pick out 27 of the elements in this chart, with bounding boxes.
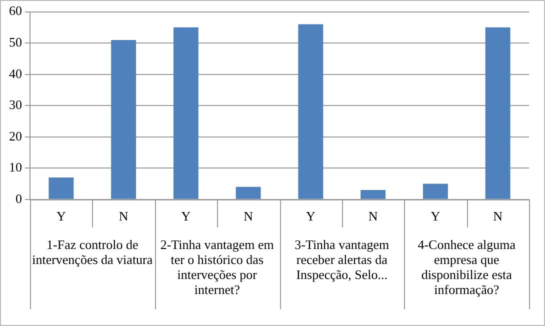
y-tick-label: 30 — [9, 97, 22, 112]
x-tick-label: Y — [306, 208, 316, 224]
bar — [422, 184, 448, 199]
y-tick-label: 20 — [9, 128, 22, 144]
y-tick-label: 10 — [9, 160, 22, 175]
bar — [485, 27, 510, 199]
bar — [298, 24, 324, 199]
bar — [48, 178, 74, 199]
y-tick-label: 60 — [9, 3, 22, 18]
bar — [173, 27, 198, 199]
bar — [236, 186, 261, 199]
text: 4-Conhece alguma empresa que disponibilize esta informação? — [416, 237, 517, 298]
x-tick-label: N — [244, 208, 254, 224]
text: 3-Tinha vantagem receber alertas da Inspecção, Selo... — [294, 237, 390, 282]
x-tick-label: Y — [430, 208, 441, 224]
y-tick-label: 40 — [9, 66, 22, 81]
y-tick-label: 50 — [9, 34, 22, 50]
x-tick-label: N — [118, 208, 129, 224]
bar — [111, 40, 136, 199]
x-tick-label: Y — [181, 208, 192, 224]
text: 1-Faz controlo de intervenções da viatura — [31, 237, 154, 268]
text: 2-Tinha vantagem em ter o histórico das interveções por internet? — [159, 237, 275, 298]
y-tick-label: 0 — [16, 190, 22, 206]
x-tick-label: N — [368, 208, 378, 224]
bar — [360, 190, 386, 199]
x-tick-label: N — [493, 208, 504, 224]
x-tick-label: Y — [56, 208, 66, 224]
